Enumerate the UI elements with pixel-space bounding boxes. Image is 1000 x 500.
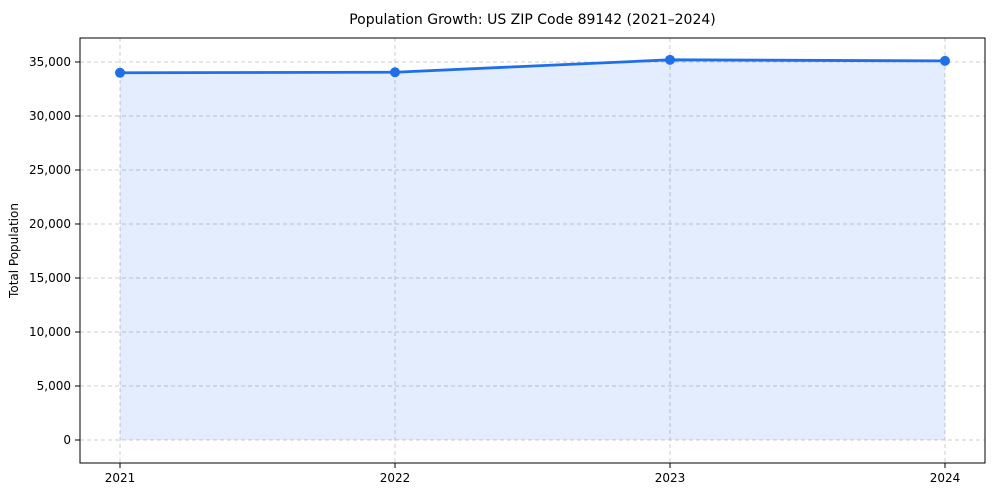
chart-title: Population Growth: US ZIP Code 89142 (20… xyxy=(349,12,716,28)
y-axis-label: Total Population xyxy=(7,203,21,299)
data-point-2024 xyxy=(940,55,950,66)
data-point-2021 xyxy=(115,67,125,78)
series-layer xyxy=(115,54,950,440)
y-tick-label: 0 xyxy=(63,433,71,447)
data-point-2022 xyxy=(390,67,400,78)
y-tick-label: 25,000 xyxy=(29,163,71,177)
y-tick-label: 20,000 xyxy=(29,217,71,231)
x-tick-label: 2022 xyxy=(380,471,411,485)
x-tick-label: 2021 xyxy=(105,471,136,485)
data-point-2023 xyxy=(665,54,675,65)
axis-layer: 0 5,000 10,000 15,000 20,000 25,000 30,000 35,0… xyxy=(29,55,960,485)
trend-line xyxy=(118,58,947,75)
y-tick-label: 10,000 xyxy=(29,325,71,339)
y-tick-label: 15,000 xyxy=(29,271,71,285)
y-tick-label: 35,000 xyxy=(29,55,71,69)
y-tick-label: 30,000 xyxy=(29,109,71,123)
x-tick-label: 2023 xyxy=(655,471,686,485)
plot-border xyxy=(79,37,986,464)
area-fill xyxy=(120,59,945,440)
y-tick-label: 5,000 xyxy=(37,379,71,393)
x-tick-label: 2024 xyxy=(930,471,961,485)
grid-layer xyxy=(80,38,985,463)
